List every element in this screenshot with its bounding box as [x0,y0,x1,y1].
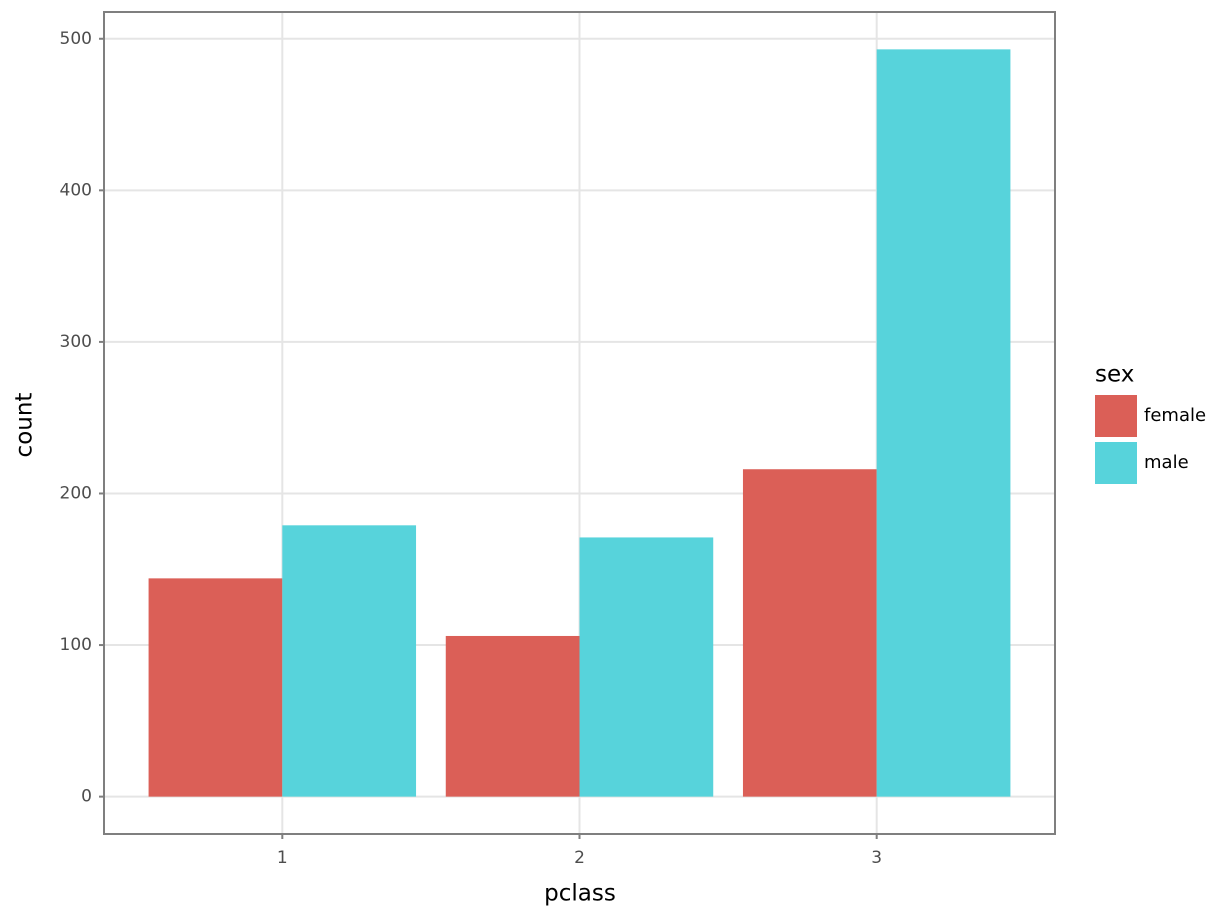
bar [876,49,1011,797]
y-tick-label: 500 [60,29,92,49]
y-tick-label: 300 [60,332,92,352]
legend-key [1095,395,1137,437]
bar [148,578,283,797]
legend-key [1095,442,1137,484]
x-tick-label: 1 [277,848,288,868]
legend-label: male [1144,452,1189,473]
bar [445,635,580,797]
y-tick-label: 0 [81,787,92,807]
legend-title: sex [1095,362,1134,388]
bar [282,525,417,797]
x-tick-label: 3 [871,848,882,868]
y-axis-label: count [12,393,38,458]
bars [148,49,1011,797]
x-axis-label: pclass [544,881,616,907]
y-tick-label: 200 [60,483,92,503]
bar [579,537,714,797]
bar [742,469,877,797]
y-tick-label: 100 [60,635,92,655]
x-tick-label: 2 [574,848,585,868]
legend-label: female [1144,405,1206,426]
y-tick-label: 400 [60,180,92,200]
